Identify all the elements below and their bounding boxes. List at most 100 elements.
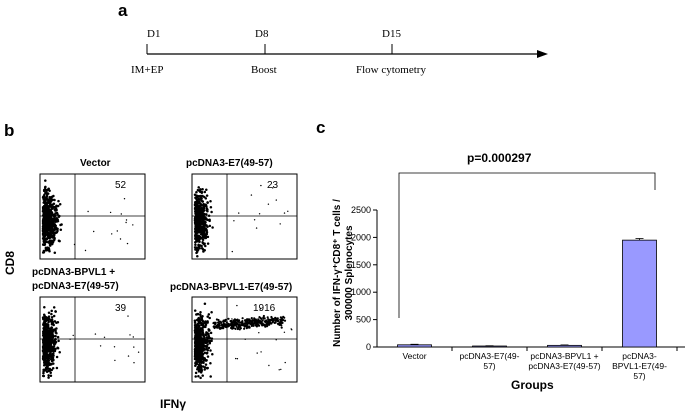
- event-dot: [53, 251, 57, 254]
- event-dot: [44, 346, 48, 349]
- event-dot: [43, 240, 46, 244]
- event-dot: [198, 364, 202, 368]
- event-dot: [231, 250, 233, 253]
- bar: [547, 344, 582, 348]
- event-dot: [53, 198, 56, 202]
- event-dot: [255, 319, 258, 323]
- event-dot: [198, 338, 202, 342]
- event-dot: [208, 341, 212, 345]
- event-dot: [233, 320, 236, 323]
- event-dot: [199, 195, 202, 199]
- quadrant-count: 1916: [253, 303, 276, 314]
- event-dot: [56, 218, 59, 221]
- event-dot: [44, 229, 48, 232]
- event-dot: [137, 351, 140, 353]
- event-dot: [204, 224, 207, 227]
- panel-a: a D1 D8 D15 IM+EP Boost Flow cytometry: [118, 1, 548, 76]
- event-dot: [46, 212, 49, 216]
- event-dot: [221, 326, 224, 329]
- event-dot: [200, 244, 203, 248]
- event-dot: [53, 349, 57, 353]
- event-dot: [203, 368, 206, 371]
- plot-title-e7: pcDNA3-E7(49-57): [186, 158, 273, 169]
- event-dot: [233, 318, 236, 321]
- event-dot: [127, 355, 130, 357]
- event-dot: [279, 316, 282, 319]
- event-dot: [87, 210, 89, 213]
- event-dot: [207, 336, 210, 339]
- event-dot: [53, 227, 57, 230]
- event-dot: [49, 230, 53, 233]
- event-dot: [41, 374, 45, 378]
- event-dot: [47, 226, 51, 230]
- event-dot: [250, 194, 253, 196]
- event-dot: [210, 311, 213, 314]
- event-dot: [50, 212, 53, 215]
- plot-frame: [191, 296, 298, 383]
- event-dot: [45, 365, 49, 368]
- event-dot: [125, 219, 128, 221]
- event-dot: [197, 186, 200, 189]
- event-dot: [47, 311, 51, 314]
- event-dot: [240, 321, 243, 324]
- event-dot: [195, 194, 199, 198]
- event-dot: [198, 222, 202, 225]
- event-dot: [41, 338, 45, 342]
- event-dot: [204, 363, 208, 366]
- event-dot: [276, 322, 280, 325]
- event-dot: [209, 331, 213, 335]
- event-dot: [43, 306, 46, 309]
- event-dot: [47, 331, 50, 334]
- event-dot: [217, 318, 220, 322]
- event-dot: [51, 366, 55, 370]
- significance-bracket: [398, 172, 656, 318]
- event-dot: [41, 221, 45, 225]
- event-dot: [198, 327, 202, 331]
- event-dot: [48, 189, 51, 192]
- event-dot: [46, 367, 50, 371]
- event-dot: [204, 244, 207, 248]
- event-dot: [126, 242, 129, 245]
- event-dot: [231, 318, 233, 320]
- event-dot: [275, 339, 277, 341]
- event-dot: [255, 227, 258, 229]
- event-dot: [48, 338, 51, 341]
- event-dot: [53, 328, 57, 331]
- event-dot: [55, 321, 58, 324]
- event-dot: [43, 224, 46, 227]
- event-dot: [49, 208, 52, 212]
- event-dot: [47, 355, 50, 359]
- event-dot: [267, 203, 270, 205]
- event-dot: [73, 243, 76, 246]
- event-dot: [194, 219, 198, 222]
- event-dot: [56, 213, 59, 216]
- event-dot: [205, 339, 209, 342]
- event-dot: [227, 317, 230, 320]
- event-dot: [198, 235, 202, 239]
- plot-title-vector: Vector: [80, 158, 111, 169]
- event-dot: [50, 312, 53, 316]
- event-dot: [202, 335, 206, 338]
- event-dot: [278, 369, 280, 371]
- bar: [397, 344, 432, 348]
- event-dot: [56, 335, 60, 339]
- event-dot: [205, 345, 208, 348]
- x-tick-label: Vector: [402, 351, 426, 361]
- panel-c: c p=0.000297 Number of IFN-γ⁺CD8⁺ T cell…: [316, 118, 685, 392]
- event-dot: [194, 240, 197, 244]
- event-dot: [196, 220, 200, 224]
- event-dot: [196, 339, 199, 342]
- event-dot: [56, 346, 59, 350]
- event-dot: [46, 188, 49, 191]
- event-dot: [111, 233, 113, 235]
- event-dot: [125, 221, 127, 224]
- event-dot: [195, 343, 198, 346]
- event-dot: [233, 220, 235, 222]
- event-dot: [50, 309, 53, 313]
- event-dot: [54, 310, 57, 313]
- event-dot: [45, 195, 49, 199]
- event-dot: [204, 234, 207, 237]
- event-dot: [44, 344, 47, 347]
- event-dot: [43, 227, 46, 230]
